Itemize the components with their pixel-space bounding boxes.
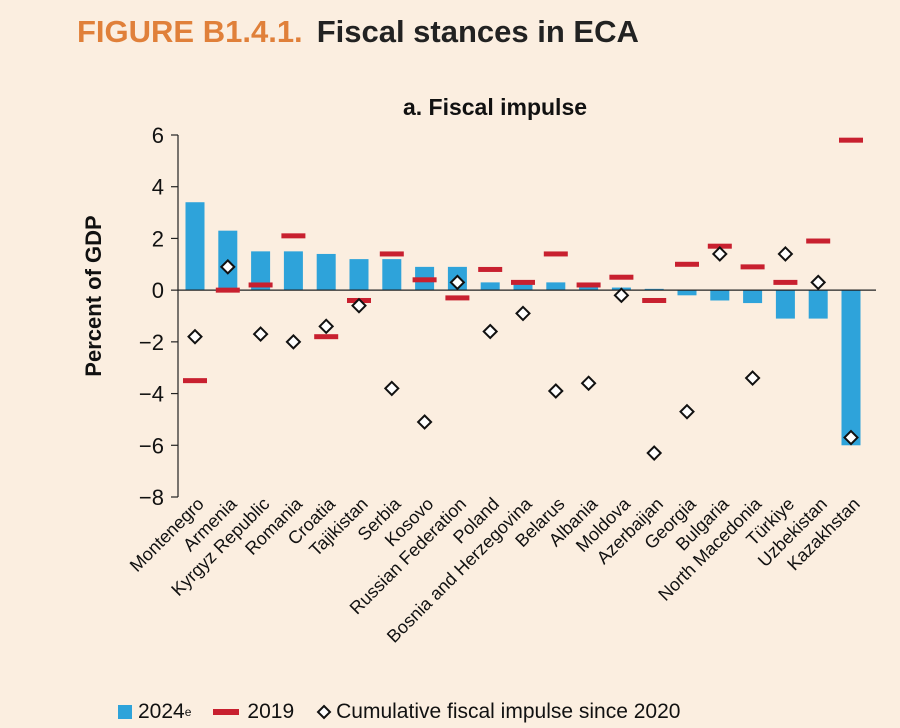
- figure-name: Fiscal stances in ECA: [316, 14, 639, 49]
- dash-2019: [773, 279, 798, 285]
- bar-2024: [480, 282, 500, 291]
- cumulative-diamond: [252, 326, 269, 343]
- dash-2019: [183, 378, 207, 384]
- bar-2024: [775, 290, 795, 319]
- dash-2019: [215, 287, 240, 293]
- legend-swatch-dash: [213, 709, 240, 715]
- diamond-icon: [316, 704, 332, 720]
- cumulative-diamond: [482, 323, 499, 340]
- y-axis-label: Percent of GDP: [81, 215, 106, 376]
- y-tick-label: −4: [139, 382, 164, 407]
- y-tick-label: 2: [152, 226, 164, 251]
- dash-2019: [478, 266, 503, 272]
- bar-2024: [316, 253, 336, 291]
- legend-superscript: e: [184, 705, 192, 719]
- dash-2019: [379, 251, 404, 257]
- dash-2019: [675, 261, 699, 267]
- cumulative-diamond: [318, 318, 335, 335]
- bar-2024: [808, 290, 828, 319]
- cumulative-diamond: [515, 305, 531, 322]
- cumulative-diamond: [613, 287, 630, 304]
- cumulative-diamond: [711, 246, 728, 262]
- cumulative-diamond: [285, 333, 302, 350]
- legend-label-2019: 2019: [247, 700, 295, 723]
- cumulative-diamond: [187, 328, 203, 345]
- bar-2024: [251, 251, 271, 291]
- bar-2024: [283, 251, 303, 291]
- dash-2019: [609, 274, 634, 280]
- chart-legend: 2024 e 2019 Cumulative fiscal impulse sin…: [118, 700, 702, 724]
- dash-2019: [543, 251, 568, 257]
- cumulative-diamond: [744, 370, 761, 386]
- dash-2019: [314, 334, 339, 340]
- dash-2019: [248, 282, 273, 288]
- y-tick-label: −8: [139, 485, 164, 510]
- cumulative-diamond: [383, 380, 400, 397]
- dash-2019: [806, 238, 831, 244]
- bar-2024: [743, 290, 763, 304]
- cumulative-diamond: [843, 429, 859, 446]
- dash-2019: [445, 295, 470, 301]
- cumulative-diamond: [416, 414, 433, 430]
- y-tick-label: 4: [152, 175, 164, 200]
- y-tick-label: −6: [139, 433, 164, 458]
- y-tick-label: −2: [139, 330, 164, 355]
- bar-2024: [382, 259, 402, 291]
- legend-item-2024: 2024 e: [118, 700, 191, 724]
- dash-2019: [642, 297, 667, 303]
- figure-title: FIGURE B1.4.1. Fiscal stances in ECA: [77, 14, 639, 50]
- cumulative-diamond: [351, 297, 367, 314]
- legend-item-cumulative: Cumulative fiscal impulse since 2020: [316, 700, 680, 724]
- bar-2024: [349, 259, 369, 291]
- bar-2024: [841, 290, 861, 446]
- bar-2024: [185, 202, 205, 291]
- legend-swatch-bar: [118, 705, 132, 719]
- dash-2019: [740, 264, 765, 270]
- cumulative-diamond: [646, 445, 663, 461]
- cumulative-diamond: [810, 274, 827, 291]
- cumulative-diamond: [580, 375, 597, 392]
- chart-title: a. Fiscal impulse: [403, 94, 587, 120]
- bar-2024: [513, 282, 533, 291]
- dash-2019: [412, 277, 437, 283]
- dash-2019: [511, 279, 535, 285]
- legend-item-2019: 2019: [213, 700, 294, 724]
- dash-2019: [576, 282, 601, 288]
- bar-2024: [677, 290, 697, 296]
- legend-label-cumulative: Cumulative fiscal impulse since 2020: [336, 700, 681, 723]
- cumulative-diamond: [547, 383, 564, 399]
- bar-2024: [710, 290, 730, 301]
- cumulative-diamond: [219, 258, 236, 275]
- bar-2024: [546, 282, 566, 291]
- cumulative-diamond: [679, 403, 695, 420]
- bar-2024: [579, 284, 599, 291]
- fiscal-impulse-chart: a. Fiscal impulse Percent of GDP 6 4 2 0 −2 −4 −…: [81, 94, 876, 647]
- y-tick-label: 6: [152, 123, 164, 148]
- cumulative-diamond: [449, 274, 466, 291]
- figure-label: FIGURE B1.4.1.: [77, 14, 303, 49]
- dash-2019: [281, 233, 306, 239]
- legend-label-2024: 2024: [138, 700, 185, 723]
- y-tick-label: 0: [152, 278, 164, 303]
- dash-2019: [839, 137, 863, 143]
- cumulative-diamond: [777, 246, 794, 262]
